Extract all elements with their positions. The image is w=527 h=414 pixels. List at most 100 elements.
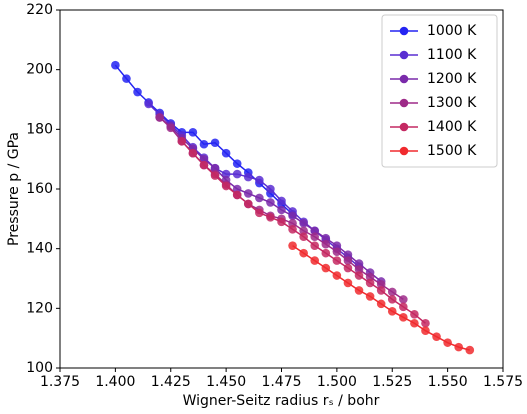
- data-point: [221, 169, 231, 179]
- y-axis-label: Pressure p / GPa: [6, 132, 22, 246]
- legend-label: 1300 K: [427, 95, 477, 111]
- data-point: [232, 190, 242, 200]
- data-point: [454, 342, 464, 352]
- data-point: [243, 199, 253, 209]
- data-point: [144, 99, 153, 109]
- legend-marker: [399, 98, 409, 108]
- legend-label: 1100 K: [427, 47, 477, 63]
- data-point: [421, 326, 430, 336]
- data-point: [354, 259, 364, 268]
- data-point: [232, 184, 242, 194]
- data-point: [399, 302, 408, 312]
- y-tick-label: 200: [26, 62, 53, 78]
- data-point: [111, 60, 120, 70]
- data-point: [421, 318, 430, 328]
- data-point: [133, 87, 142, 97]
- data-point: [188, 148, 198, 158]
- data-point: [210, 171, 220, 180]
- legend-marker: [399, 50, 409, 60]
- data-point: [266, 184, 275, 194]
- x-tick-label: 1.450: [206, 374, 246, 390]
- data-point: [376, 286, 386, 295]
- data-point: [365, 292, 375, 301]
- data-point: [310, 232, 320, 242]
- legend-label: 1200 K: [427, 71, 477, 87]
- data-point: [410, 318, 419, 328]
- legend-label: 1000 K: [427, 23, 477, 39]
- data-point: [343, 250, 353, 259]
- data-point: [299, 219, 308, 228]
- data-point: [365, 278, 375, 288]
- data-point: [255, 175, 264, 185]
- y-tick-label: 100: [26, 360, 53, 376]
- data-point: [387, 295, 397, 304]
- data-point: [310, 256, 320, 265]
- legend-label: 1500 K: [427, 143, 477, 159]
- data-point: [255, 208, 264, 218]
- data-point: [399, 295, 408, 304]
- data-point: [332, 271, 342, 280]
- data-point: [155, 113, 164, 122]
- plot-frame: [59, 9, 504, 369]
- data-point: [465, 345, 475, 355]
- data-point: [343, 278, 353, 288]
- data-point: [277, 217, 286, 227]
- x-tick-label: 1.550: [428, 374, 468, 390]
- data-point: [299, 226, 308, 236]
- data-point: [199, 160, 209, 170]
- y-tick-label: 220: [26, 2, 53, 18]
- x-axis-label: Wigner-Seitz radius rₛ / bohr: [183, 393, 380, 409]
- y-tick-label: 120: [26, 300, 53, 316]
- data-point: [288, 224, 297, 234]
- data-point: [354, 286, 364, 295]
- y-tick-label: 140: [26, 241, 53, 257]
- x-tick-label: 1.375: [40, 374, 80, 390]
- data-point: [354, 271, 364, 280]
- data-point: [221, 181, 231, 191]
- data-point: [387, 307, 397, 316]
- legend-label: 1400 K: [427, 119, 477, 135]
- legend-marker: [399, 26, 409, 36]
- data-point: [210, 163, 220, 173]
- series-line: [292, 245, 470, 351]
- data-point: [332, 247, 342, 256]
- legend-box: [381, 14, 498, 168]
- data-point: [199, 154, 209, 164]
- data-point: [243, 189, 253, 198]
- x-tick-label: 1.400: [95, 374, 135, 390]
- data-point: [399, 312, 408, 322]
- data-point: [232, 169, 242, 179]
- data-point: [122, 74, 131, 83]
- data-point: [288, 241, 297, 250]
- data-point: [266, 213, 275, 222]
- data-point: [188, 128, 198, 137]
- data-point: [177, 136, 187, 146]
- data-point: [354, 265, 364, 274]
- data-point: [255, 193, 264, 203]
- data-point: [376, 299, 386, 309]
- data-point: [310, 241, 320, 250]
- data-point: [221, 148, 231, 158]
- y-tick-label: 180: [26, 121, 53, 137]
- data-point: [266, 198, 275, 207]
- x-tick-label: 1.525: [372, 374, 412, 390]
- legend-marker: [399, 74, 409, 84]
- data-point: [321, 239, 331, 249]
- data-point: [443, 338, 452, 347]
- data-point: [288, 219, 297, 228]
- legend-marker: [399, 122, 409, 132]
- data-point: [277, 205, 286, 215]
- data-point: [288, 211, 297, 221]
- data-point: [299, 248, 308, 258]
- data-point: [199, 139, 209, 149]
- x-tick-label: 1.500: [317, 374, 357, 390]
- data-point: [410, 310, 419, 319]
- data-point: [432, 332, 441, 341]
- data-point: [321, 248, 331, 258]
- data-point: [243, 172, 253, 182]
- data-point: [332, 241, 342, 250]
- data-point: [321, 263, 331, 273]
- data-point: [299, 232, 308, 242]
- data-point: [376, 280, 386, 289]
- data-point: [332, 256, 342, 265]
